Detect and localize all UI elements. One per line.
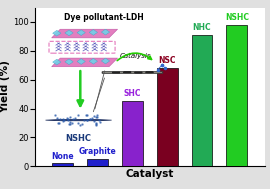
Polygon shape bbox=[89, 58, 97, 64]
Polygon shape bbox=[53, 30, 61, 36]
Bar bbox=[226, 25, 247, 166]
Text: NHC: NHC bbox=[193, 23, 211, 32]
Bar bbox=[52, 163, 73, 166]
Text: Catalysis: Catalysis bbox=[120, 53, 152, 59]
Polygon shape bbox=[101, 58, 110, 64]
Bar bbox=[157, 68, 178, 166]
Text: Graphite: Graphite bbox=[79, 147, 117, 156]
X-axis label: Catalyst: Catalyst bbox=[126, 169, 174, 179]
Polygon shape bbox=[77, 59, 85, 64]
FancyArrowPatch shape bbox=[117, 53, 151, 61]
Polygon shape bbox=[65, 59, 73, 65]
Text: NSHC: NSHC bbox=[225, 13, 249, 22]
Text: NSC: NSC bbox=[158, 56, 176, 65]
Polygon shape bbox=[52, 29, 118, 38]
Text: None: None bbox=[52, 152, 74, 160]
Polygon shape bbox=[46, 119, 112, 121]
Polygon shape bbox=[101, 29, 110, 35]
Polygon shape bbox=[53, 59, 61, 65]
Text: SHC: SHC bbox=[124, 89, 141, 98]
FancyBboxPatch shape bbox=[102, 72, 163, 73]
Polygon shape bbox=[65, 30, 73, 36]
Bar bbox=[192, 35, 212, 166]
Text: NSHC: NSHC bbox=[66, 134, 92, 143]
Polygon shape bbox=[52, 58, 118, 67]
Polygon shape bbox=[77, 30, 85, 36]
Text: Dye pollutant-LDH: Dye pollutant-LDH bbox=[64, 13, 144, 22]
Bar bbox=[87, 159, 108, 166]
Bar bbox=[122, 101, 143, 166]
Polygon shape bbox=[89, 29, 97, 35]
Y-axis label: Yield (%): Yield (%) bbox=[0, 60, 10, 113]
